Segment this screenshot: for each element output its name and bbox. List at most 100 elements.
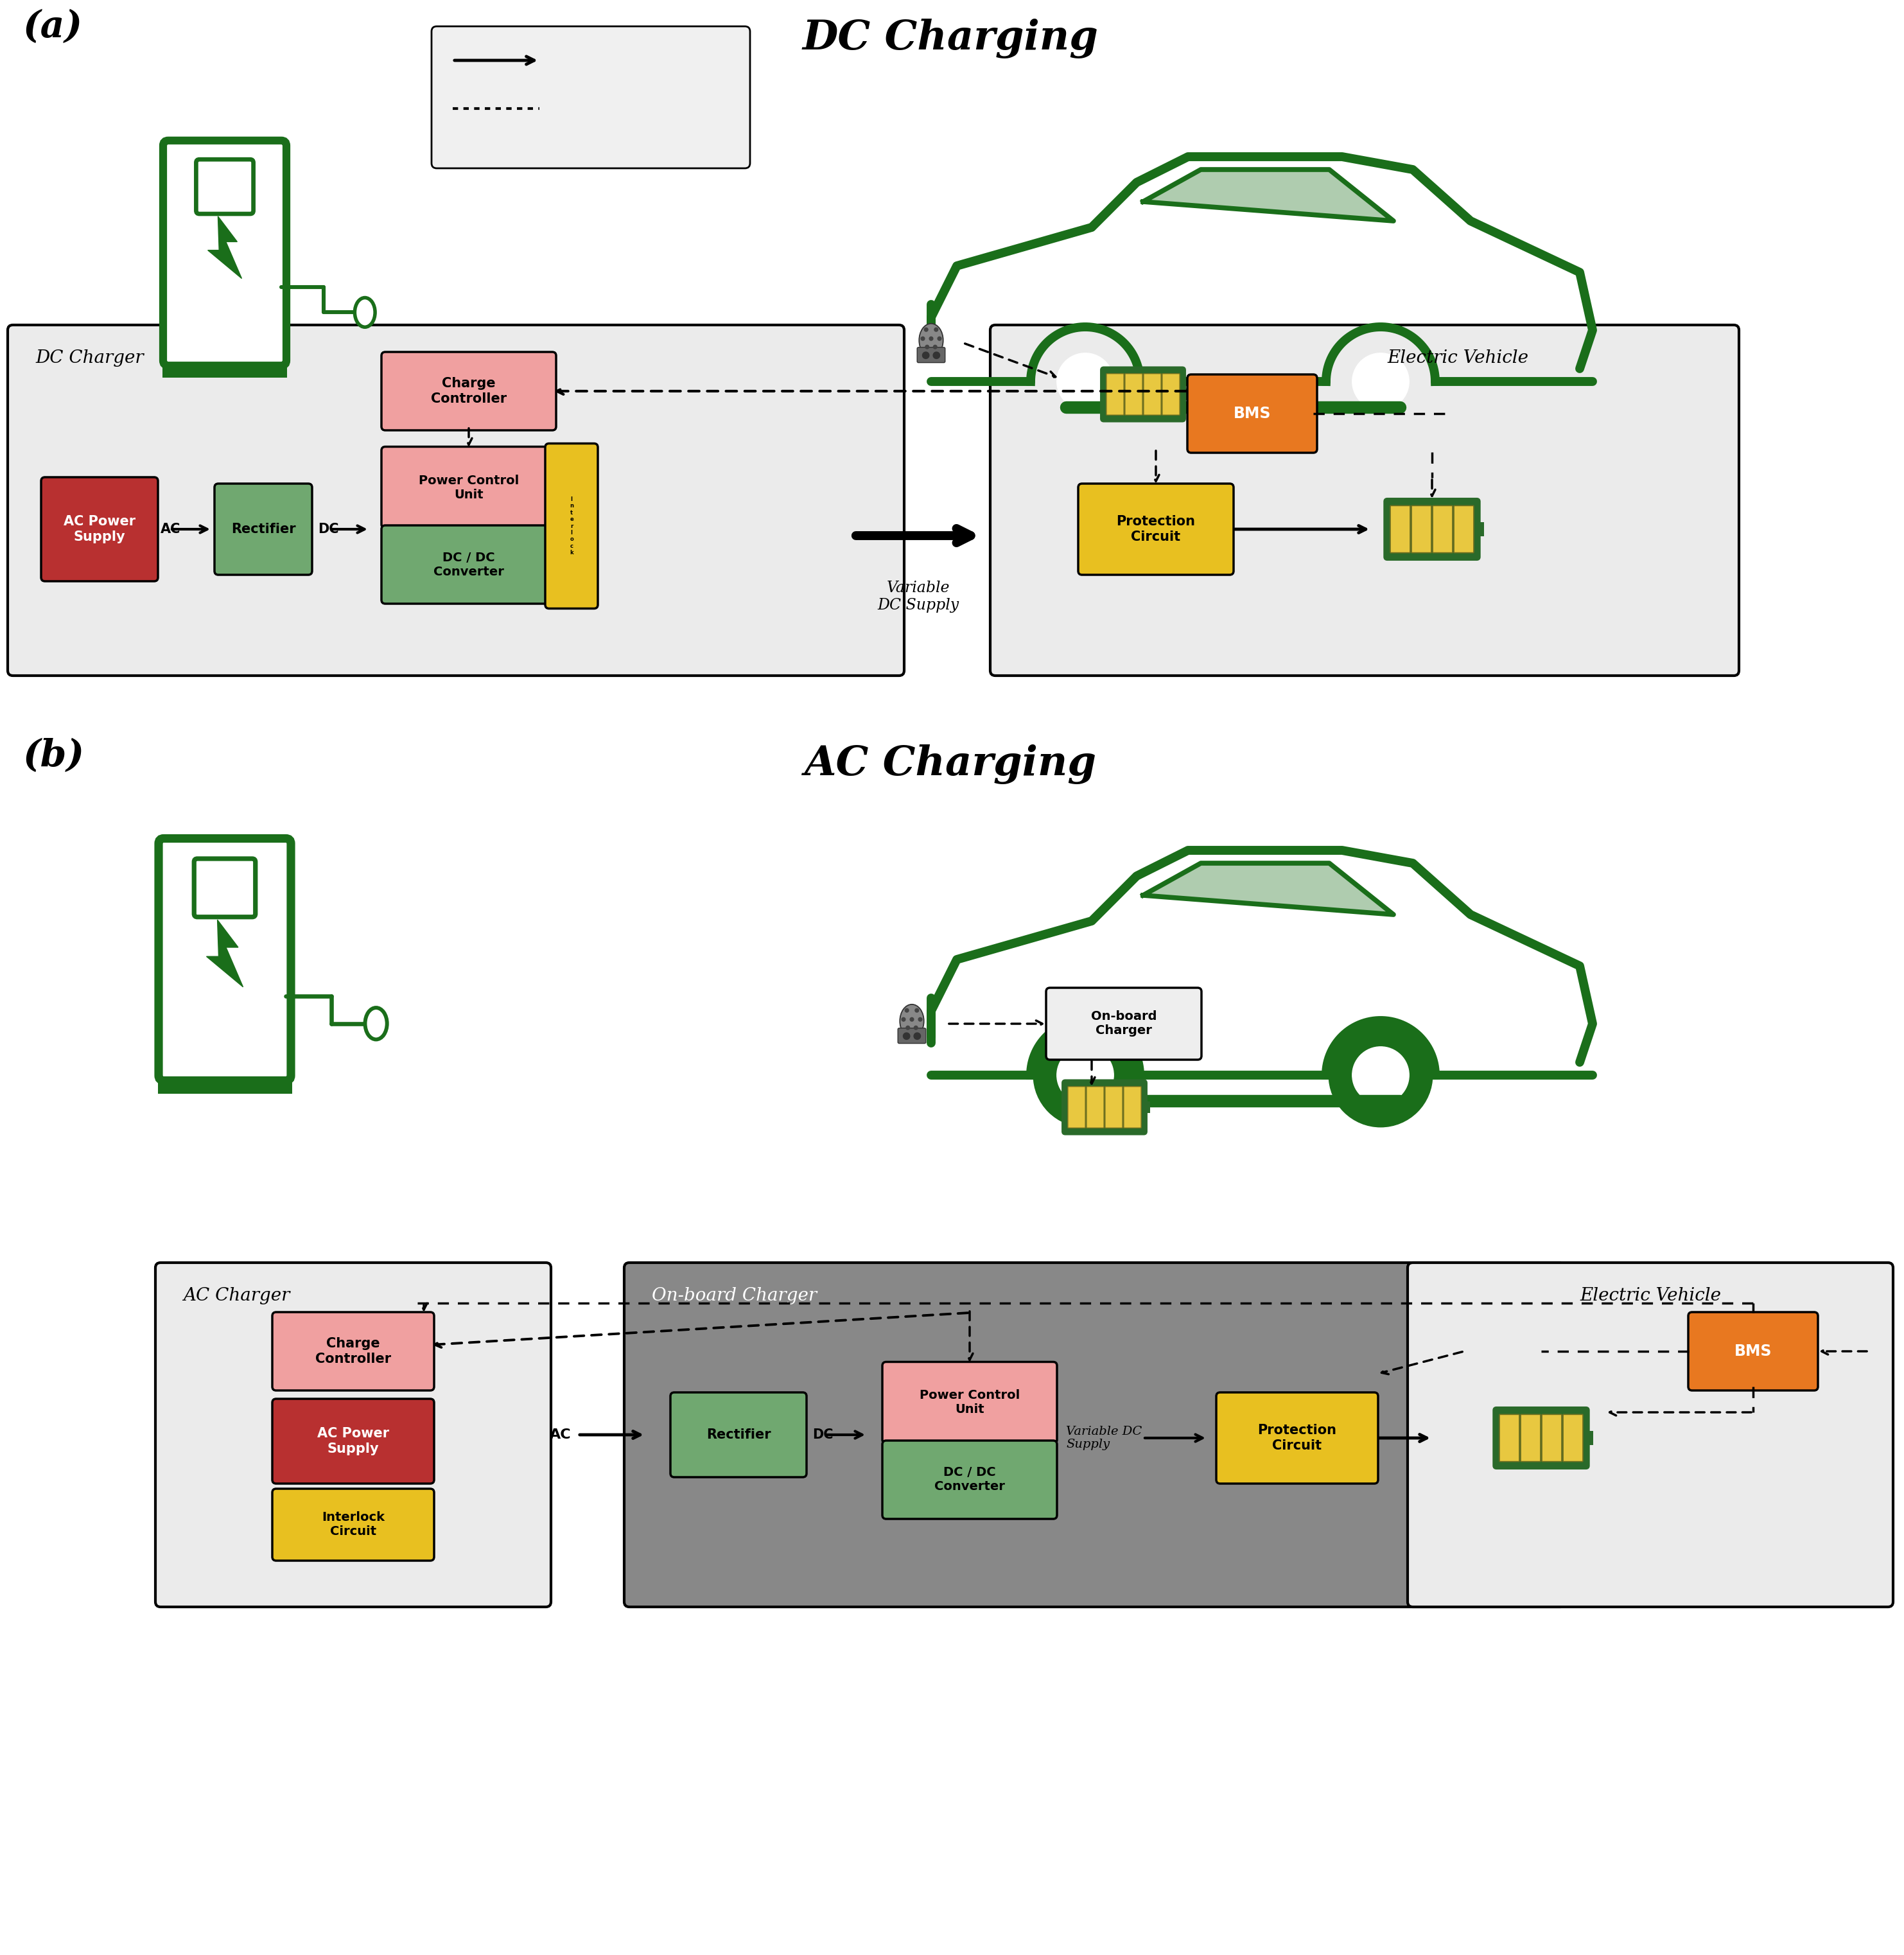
Text: Protection
Circuit: Protection Circuit xyxy=(1116,516,1196,543)
FancyBboxPatch shape xyxy=(1500,1413,1519,1462)
Circle shape xyxy=(1352,1046,1409,1103)
Text: Charge
Controller: Charge Controller xyxy=(316,1337,390,1365)
FancyBboxPatch shape xyxy=(670,1392,807,1478)
Text: AC: AC xyxy=(160,522,181,536)
Circle shape xyxy=(906,1026,910,1030)
Text: DC: DC xyxy=(318,522,339,536)
FancyBboxPatch shape xyxy=(381,526,556,604)
Circle shape xyxy=(923,328,927,332)
Text: On-board
Charger: On-board Charger xyxy=(1091,1011,1158,1036)
FancyBboxPatch shape xyxy=(1106,373,1123,414)
Text: DC: DC xyxy=(813,1429,834,1441)
Ellipse shape xyxy=(901,1005,923,1038)
FancyBboxPatch shape xyxy=(381,446,556,528)
Bar xyxy=(1586,1431,1594,1445)
FancyBboxPatch shape xyxy=(1390,506,1411,553)
FancyBboxPatch shape xyxy=(1161,373,1180,414)
Circle shape xyxy=(937,336,941,340)
Text: Rectifier: Rectifier xyxy=(706,1429,771,1441)
Text: Power Flow: Power Flow xyxy=(552,51,664,68)
Polygon shape xyxy=(208,217,242,278)
Circle shape xyxy=(933,346,937,348)
Text: Interlock
Circuit: Interlock Circuit xyxy=(322,1511,385,1539)
Text: BMS: BMS xyxy=(1234,407,1272,422)
FancyBboxPatch shape xyxy=(1495,1408,1588,1468)
FancyBboxPatch shape xyxy=(196,160,253,213)
Circle shape xyxy=(1057,1046,1114,1103)
Text: Variable DC
Supply: Variable DC Supply xyxy=(1066,1425,1142,1451)
FancyBboxPatch shape xyxy=(1411,506,1432,553)
FancyBboxPatch shape xyxy=(1104,1087,1123,1128)
Text: AC Charger: AC Charger xyxy=(183,1286,289,1304)
FancyBboxPatch shape xyxy=(1384,499,1479,559)
FancyBboxPatch shape xyxy=(432,25,750,168)
FancyBboxPatch shape xyxy=(42,477,158,581)
FancyBboxPatch shape xyxy=(1125,373,1142,414)
FancyBboxPatch shape xyxy=(545,444,598,608)
Polygon shape xyxy=(206,921,244,987)
Text: Charge
Controller: Charge Controller xyxy=(430,377,506,405)
Bar xyxy=(1182,389,1188,401)
Circle shape xyxy=(916,1009,920,1013)
Text: Variable
DC Supply: Variable DC Supply xyxy=(878,581,960,612)
Text: (a): (a) xyxy=(23,10,82,45)
Circle shape xyxy=(925,346,929,348)
FancyBboxPatch shape xyxy=(1045,987,1201,1060)
Circle shape xyxy=(902,1032,910,1040)
FancyBboxPatch shape xyxy=(1101,368,1184,420)
Circle shape xyxy=(910,1017,914,1021)
Circle shape xyxy=(904,1009,908,1013)
Circle shape xyxy=(1034,1022,1137,1126)
FancyBboxPatch shape xyxy=(1521,1413,1540,1462)
FancyBboxPatch shape xyxy=(1068,1087,1085,1128)
FancyBboxPatch shape xyxy=(1217,1392,1378,1484)
Circle shape xyxy=(1034,330,1137,434)
Text: AC: AC xyxy=(550,1429,571,1441)
Text: AC Power
Supply: AC Power Supply xyxy=(318,1427,388,1455)
Bar xyxy=(162,358,288,377)
Text: DC / DC
Converter: DC / DC Converter xyxy=(434,551,505,577)
Circle shape xyxy=(902,1017,906,1021)
Ellipse shape xyxy=(366,1007,387,1040)
Circle shape xyxy=(1329,330,1432,434)
FancyBboxPatch shape xyxy=(158,839,291,1081)
Bar xyxy=(1144,1101,1150,1112)
Bar xyxy=(1478,522,1483,536)
Text: (b): (b) xyxy=(23,737,84,774)
Circle shape xyxy=(929,336,933,340)
FancyBboxPatch shape xyxy=(215,483,312,575)
FancyBboxPatch shape xyxy=(882,1441,1057,1519)
Text: Rectifier: Rectifier xyxy=(230,522,295,536)
Text: AC Power
Supply: AC Power Supply xyxy=(63,516,135,543)
Text: Electric Vehicle: Electric Vehicle xyxy=(1580,1286,1721,1304)
FancyBboxPatch shape xyxy=(1087,1087,1104,1128)
FancyBboxPatch shape xyxy=(625,1263,1565,1607)
Circle shape xyxy=(914,1032,920,1040)
Text: Protection
Circuit: Protection Circuit xyxy=(1259,1423,1337,1453)
Circle shape xyxy=(914,1026,918,1030)
FancyBboxPatch shape xyxy=(156,1263,550,1607)
Circle shape xyxy=(933,352,941,358)
Text: Communication: Communication xyxy=(552,100,703,117)
FancyBboxPatch shape xyxy=(272,1488,434,1560)
FancyBboxPatch shape xyxy=(1542,1413,1561,1462)
Polygon shape xyxy=(1142,170,1394,221)
FancyBboxPatch shape xyxy=(381,352,556,430)
Text: Power Control
Unit: Power Control Unit xyxy=(920,1390,1021,1415)
Text: Power Control
Unit: Power Control Unit xyxy=(419,475,520,500)
FancyBboxPatch shape xyxy=(1123,1087,1140,1128)
Polygon shape xyxy=(1142,864,1394,915)
Text: BMS: BMS xyxy=(1735,1343,1773,1359)
Circle shape xyxy=(935,328,939,332)
FancyBboxPatch shape xyxy=(1563,1413,1582,1462)
FancyBboxPatch shape xyxy=(1188,375,1318,454)
Text: AC Charging: AC Charging xyxy=(803,745,1097,784)
FancyBboxPatch shape xyxy=(164,141,286,366)
Circle shape xyxy=(918,1017,922,1021)
Text: DC Charging: DC Charging xyxy=(802,20,1099,59)
Circle shape xyxy=(1352,354,1409,411)
Text: DC / DC
Converter: DC / DC Converter xyxy=(935,1466,1005,1494)
Ellipse shape xyxy=(354,297,375,326)
FancyBboxPatch shape xyxy=(918,348,944,362)
FancyBboxPatch shape xyxy=(8,325,904,676)
